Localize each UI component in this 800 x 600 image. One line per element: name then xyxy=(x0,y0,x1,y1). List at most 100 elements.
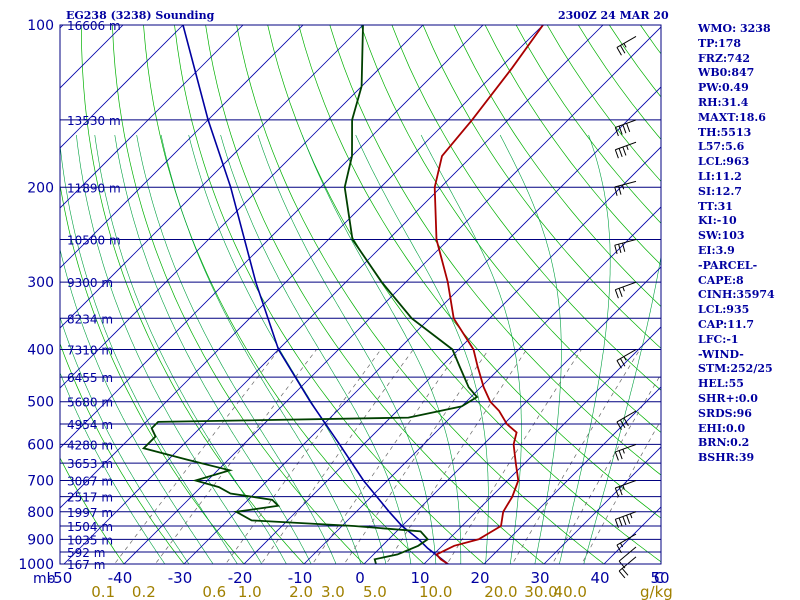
height-label: 7310 m xyxy=(67,344,113,358)
moist-adiabat xyxy=(114,134,312,564)
stability-indices-panel: WMO: 3238 TP:178 FRZ:742 WB0:847 PW:0.49 RH:3… xyxy=(698,22,798,466)
mixing-ratio-tick-label: 5.0 xyxy=(363,583,387,600)
isotherm xyxy=(183,86,661,564)
wind-barb xyxy=(618,556,637,579)
height-label: 167 m xyxy=(67,558,105,572)
temperature-tick-label: -30 xyxy=(168,569,193,587)
height-label: 13530 m xyxy=(67,114,121,128)
wind-barb-feather xyxy=(614,127,619,137)
index-row: L57:5.6 xyxy=(698,140,745,154)
dry-adiabat xyxy=(298,25,661,519)
mixing-ratio-unit-label: g/kg xyxy=(640,583,673,600)
wind-barb-shaft xyxy=(615,443,637,453)
temperature-unit-label: C xyxy=(654,569,664,587)
dry-adiabat xyxy=(205,25,545,564)
temperature-tick-label: 20 xyxy=(470,569,489,587)
wind-barb-shaft xyxy=(614,239,637,246)
mixing-ratio-line xyxy=(225,349,382,564)
temperature-tick-label: 30 xyxy=(530,569,549,587)
index-row: WMO: 3238 xyxy=(698,22,771,35)
temperature-tick-label: -20 xyxy=(228,569,253,587)
wind-barb-feather xyxy=(618,486,623,496)
index-row: SW:103 xyxy=(698,229,745,243)
index-row: CAP:11.7 xyxy=(698,317,755,331)
mixing-ratio-line xyxy=(114,349,280,564)
height-label: 8234 m xyxy=(67,312,113,326)
height-label: 592 m xyxy=(67,546,105,560)
mixing-ratio-tick-label: 0.1 xyxy=(91,583,115,600)
mixing-ratio-tick-label: 30.0 xyxy=(524,583,557,600)
wind-barbs xyxy=(614,35,637,579)
pressure-tick-label: 200 xyxy=(27,180,54,196)
wind-barb-feather xyxy=(621,242,626,252)
index-row: EI:3.9 xyxy=(698,243,735,257)
wind-barb-feather xyxy=(618,450,623,460)
wind-barb-feather xyxy=(619,358,626,367)
height-label: 3653 m xyxy=(67,457,113,471)
pressure-tick-label: 300 xyxy=(27,275,54,291)
wind-barb-feather xyxy=(614,289,619,299)
moist-adiabat xyxy=(355,134,489,564)
dry-adiabat xyxy=(60,342,185,564)
wind-barb-feather xyxy=(614,149,619,159)
mixing-ratio-tick-label: 3.0 xyxy=(321,583,345,600)
pressure-tick-label: 900 xyxy=(27,532,54,548)
wind-barb xyxy=(618,546,637,569)
pressure-tick-label: 500 xyxy=(27,395,54,411)
isotherm xyxy=(60,25,64,29)
isotherm xyxy=(243,146,661,564)
dry-adiabat xyxy=(422,25,661,349)
index-row: FRZ:742 xyxy=(698,51,751,65)
index-row: TP:178 xyxy=(698,36,742,50)
height-label: 1504 m xyxy=(67,520,113,534)
wind-barb-feather xyxy=(621,568,629,576)
wind-barb-feather xyxy=(622,516,627,526)
height-label: 1997 m xyxy=(67,506,113,520)
pressure-tick-label: 600 xyxy=(27,437,54,453)
wind-barb-feather xyxy=(614,186,618,196)
index-row: SHR+:0.0 xyxy=(698,391,758,405)
wind-barb-feather xyxy=(618,517,623,527)
index-row: LCL:935 xyxy=(698,303,750,317)
wind-barb-shaft xyxy=(616,533,637,546)
mixing-ratio-tick-label: 1.0 xyxy=(238,583,262,600)
index-row: KI:-10 xyxy=(698,214,737,228)
dry-adiabat xyxy=(60,457,125,564)
wind-barb xyxy=(614,480,637,497)
height-label: 10500 m xyxy=(67,233,121,247)
pressure-tick-label: 1000 xyxy=(18,557,54,573)
wind-barb-shaft xyxy=(618,546,637,562)
wind-barb-half-feather xyxy=(629,513,633,519)
isotherm xyxy=(543,446,661,564)
pressure-unit-label: mb xyxy=(33,571,56,587)
isotherm xyxy=(363,266,661,564)
index-row: BSHR:39 xyxy=(698,451,755,465)
temperature-tick-label: -40 xyxy=(108,569,133,587)
pressure-tick-label: 400 xyxy=(27,343,54,359)
wind-barb xyxy=(614,511,637,528)
wind-barb-shaft xyxy=(615,511,637,520)
index-row: LFC:-1 xyxy=(698,332,739,346)
wind-barb xyxy=(614,141,637,159)
isotherm xyxy=(483,386,661,564)
index-row: PW:0.49 xyxy=(698,81,749,95)
moist-adiabat xyxy=(499,134,562,564)
height-label: 1035 m xyxy=(67,533,113,547)
plot-frame xyxy=(59,24,662,565)
index-row: SRDS:96 xyxy=(698,406,752,420)
wind-barb-feather xyxy=(618,288,623,297)
chart-timestamp: 2300Z 24 MAR 20 xyxy=(558,9,669,22)
wind-barb-feather xyxy=(619,45,626,54)
isotherm xyxy=(60,25,364,329)
dry-adiabat xyxy=(453,25,661,307)
wind-barb-feather xyxy=(614,245,618,255)
wind-barb-feather xyxy=(618,570,626,579)
height-label: 16606 m xyxy=(67,19,121,33)
wind-barb-feather xyxy=(626,515,631,524)
dry-adiabat xyxy=(80,25,305,564)
mixing-ratio-line xyxy=(385,349,527,564)
mixing-ratio-tick-label: 2.0 xyxy=(289,583,313,600)
wind-barb-feather xyxy=(614,519,619,528)
wind-barb xyxy=(614,180,637,196)
